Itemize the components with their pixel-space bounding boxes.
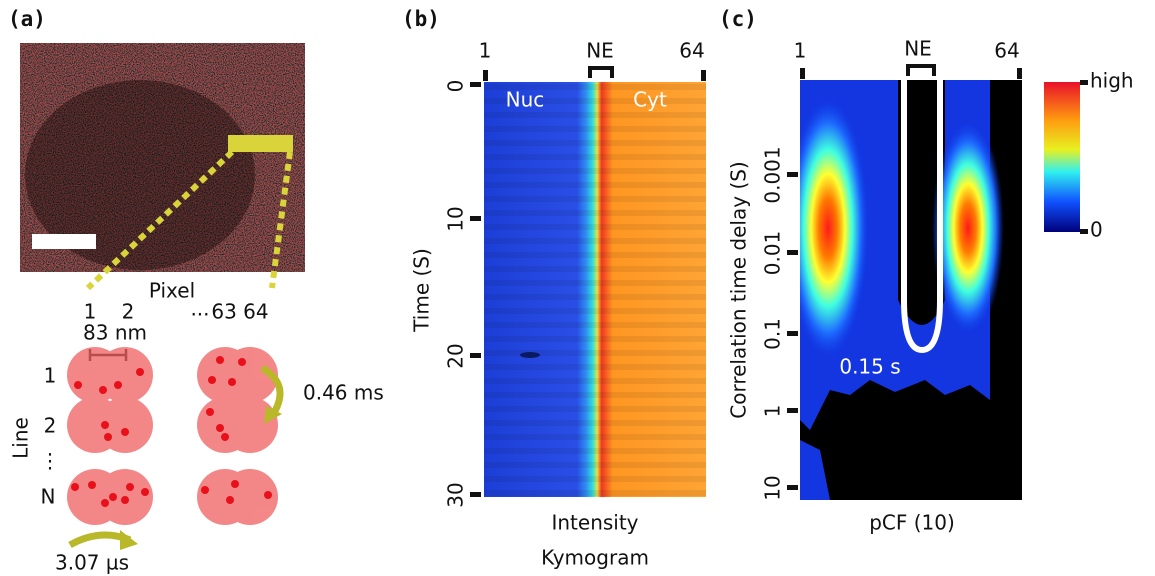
y-label: Time (S) bbox=[410, 248, 434, 333]
arrow-head bbox=[120, 530, 138, 550]
pixel-size: 83 nm bbox=[83, 321, 147, 345]
top-tick: 64 bbox=[679, 39, 704, 63]
y-tick: 1 bbox=[761, 405, 785, 418]
pixel-time: 3.07 µs bbox=[55, 551, 129, 575]
top-tick: NE bbox=[586, 39, 614, 63]
top-tick: 1 bbox=[479, 39, 492, 63]
line-label: 2 bbox=[44, 414, 57, 438]
y-tick: 10 bbox=[761, 475, 785, 500]
top-tick: 64 bbox=[994, 39, 1019, 63]
axis-ticks bbox=[470, 70, 706, 497]
molecules bbox=[71, 356, 272, 507]
panel-label: (b) bbox=[402, 7, 440, 31]
y-tick: 10 bbox=[444, 206, 468, 231]
colorbar-label: high bbox=[1090, 69, 1134, 93]
annotation: 0.15 s bbox=[839, 355, 900, 379]
pixel-label: 63 64 bbox=[211, 300, 268, 324]
zoom-line bbox=[85, 149, 235, 291]
pixel-label: 2 bbox=[122, 300, 135, 324]
y-label: Correlation time delay (S) bbox=[727, 161, 751, 419]
pcf-heatmap bbox=[800, 80, 1022, 500]
zoom-line bbox=[269, 151, 293, 289]
top-tick: 1 bbox=[794, 39, 807, 63]
pixel-title: Pixel bbox=[149, 279, 195, 303]
pixel-circles bbox=[67, 347, 278, 525]
colorbar-tick bbox=[1080, 80, 1088, 85]
colorbar-label: 0 bbox=[1090, 218, 1103, 242]
line-time: 0.46 ms bbox=[303, 381, 384, 405]
line-title: Line bbox=[9, 417, 33, 459]
y-tick: 30 bbox=[444, 482, 468, 507]
axis-ticks bbox=[787, 68, 1022, 490]
region-label: Cyt bbox=[633, 88, 667, 112]
line-label: 1 bbox=[44, 364, 57, 388]
x-label: Intensity bbox=[551, 511, 638, 535]
y-tick: 20 bbox=[444, 343, 468, 368]
ne-bracket bbox=[588, 66, 614, 78]
top-tick: NE bbox=[904, 37, 932, 61]
colorbar-tick bbox=[1080, 229, 1088, 234]
ne-bracket bbox=[906, 64, 936, 76]
y-tick: 0.001 bbox=[761, 146, 785, 203]
panel-label: (c) bbox=[719, 7, 757, 31]
pixel-label: 1 bbox=[84, 300, 97, 324]
colorbar bbox=[1044, 82, 1080, 232]
y-tick: 0.01 bbox=[761, 231, 785, 276]
y-tick: 0 bbox=[444, 80, 468, 93]
kymogram bbox=[484, 82, 706, 497]
x-label: pCF (10) bbox=[869, 511, 955, 535]
pixel-label: ··· bbox=[190, 303, 209, 327]
y-tick: 0.1 bbox=[761, 318, 785, 350]
region-label: Nuc bbox=[506, 88, 545, 112]
line-label: N bbox=[41, 485, 56, 509]
panel-label: (a) bbox=[8, 7, 46, 31]
line-label: ⋮ bbox=[40, 449, 60, 473]
caption: Kymogram bbox=[541, 546, 649, 570]
arrow-head bbox=[264, 406, 282, 424]
micrograph bbox=[20, 43, 305, 272]
